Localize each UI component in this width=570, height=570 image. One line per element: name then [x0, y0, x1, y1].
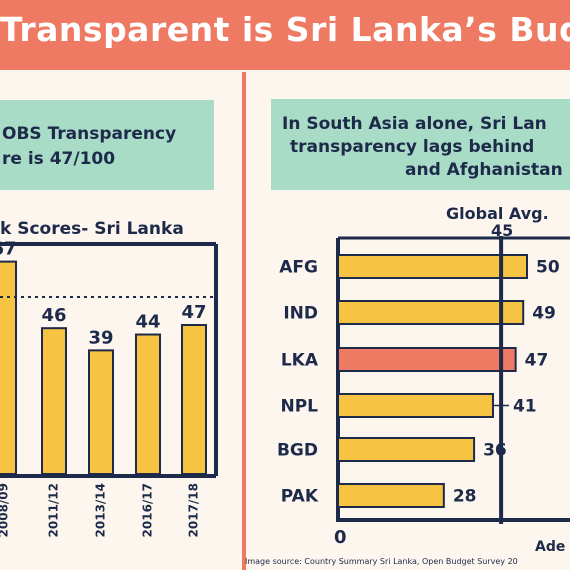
- image-source-caption: Image source: Country Summary Sri Lanka,…: [245, 557, 518, 566]
- right-category-label-LKA: LKA: [281, 351, 319, 371]
- left-tick-label-2016/17: 2016/17: [141, 483, 155, 537]
- left-tick-label-2017/18: 2017/18: [187, 483, 201, 537]
- right-category-label-IND: IND: [283, 304, 318, 324]
- page-title: Transparent is Sri Lanka’s Bud: [0, 10, 570, 49]
- left-bar-2011/12: [41, 327, 67, 475]
- x-axis-title: Ade: [535, 539, 566, 555]
- left-bar-2013/14: [88, 349, 114, 475]
- right-bar-NPL: [337, 393, 494, 418]
- right-callout-line-3: and Afghanistan: [405, 160, 563, 180]
- left-bar-2017/18: [181, 324, 207, 476]
- left-value-label-2013/14: 39: [88, 327, 113, 348]
- left-tick-label-2013/14: 2013/14: [94, 483, 108, 537]
- left-chart-title: k Scores- Sri Lanka: [0, 219, 184, 239]
- left-value-label-2011/12: 46: [41, 305, 66, 326]
- right-value-label-AFG: 50: [536, 258, 560, 278]
- global-avg-value: 45: [491, 221, 514, 240]
- right-bar-AFG: [337, 254, 528, 279]
- right-value-label-BGD: 36: [483, 441, 507, 461]
- panel-divider: [242, 72, 246, 570]
- right-value-label-PAK: 28: [453, 487, 477, 507]
- left-callout-line-2: re is 47/100: [2, 149, 116, 169]
- left-value-label-2008/09: 67: [0, 239, 17, 260]
- x-axis-zero-label: 0: [334, 527, 347, 548]
- right-callout-line-1: In South Asia alone, Sri Lan: [282, 114, 547, 134]
- right-bar-IND: [337, 300, 525, 325]
- right-category-label-NPL: NPL: [280, 397, 318, 417]
- right-category-label-AFG: AFG: [279, 258, 318, 278]
- right-value-label-NPL: 41: [513, 397, 537, 417]
- left-tick-label-2011/12: 2011/12: [47, 483, 61, 537]
- left-bar-2016/17: [135, 333, 161, 475]
- right-callout: In South Asia alone, Sri Lan transparenc…: [271, 99, 570, 190]
- right-bar-PAK: [337, 483, 445, 508]
- left-value-label-2017/18: 47: [181, 302, 206, 323]
- title-banner: Transparent is Sri Lanka’s Bud: [0, 0, 570, 70]
- left-bar-2008/09: [0, 260, 17, 475]
- right-value-label-LKA: 47: [525, 351, 549, 371]
- right-bar-LKA: [337, 347, 517, 372]
- left-callout-line-1: OBS Transparency: [2, 124, 177, 144]
- left-value-label-2016/17: 44: [135, 312, 160, 333]
- right-bar-BGD: [337, 437, 476, 462]
- left-callout: OBS Transparency re is 47/100: [0, 100, 214, 190]
- right-value-label-IND: 49: [532, 304, 556, 324]
- right-callout-line-2: transparency lags behind: [290, 137, 535, 157]
- global-avg-label: Global Avg.: [446, 204, 549, 223]
- right-category-label-PAK: PAK: [281, 487, 319, 507]
- right-category-label-BGD: BGD: [277, 441, 318, 461]
- left-tick-label-2008/09: 2008/09: [0, 483, 11, 537]
